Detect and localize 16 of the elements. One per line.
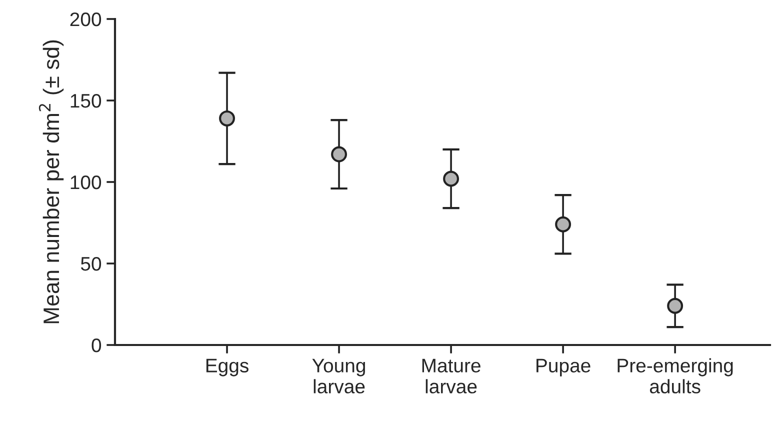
y-tick-label: 150 [70, 94, 102, 108]
x-tick-label: Young larvae [312, 358, 365, 394]
point [219, 110, 235, 126]
y-tick-label: 200 [70, 12, 102, 26]
x-tick-label: Eggs [206, 358, 248, 376]
y-tick-label: 50 [80, 256, 102, 271]
y-tick-label: 0 [92, 338, 102, 352]
y-tick-label: 100 [70, 175, 102, 190]
y-axis-title: Mean number per dm$^{2}$ (± sd) [38, 40, 64, 324]
point [667, 298, 684, 314]
x-tick-label: Mature larvae [422, 358, 480, 394]
x-tick-label: Pre-emerging adults [618, 358, 733, 394]
point [555, 216, 572, 232]
x-tick-label: Pupae [536, 358, 590, 376]
point [443, 170, 460, 187]
point [331, 146, 348, 162]
